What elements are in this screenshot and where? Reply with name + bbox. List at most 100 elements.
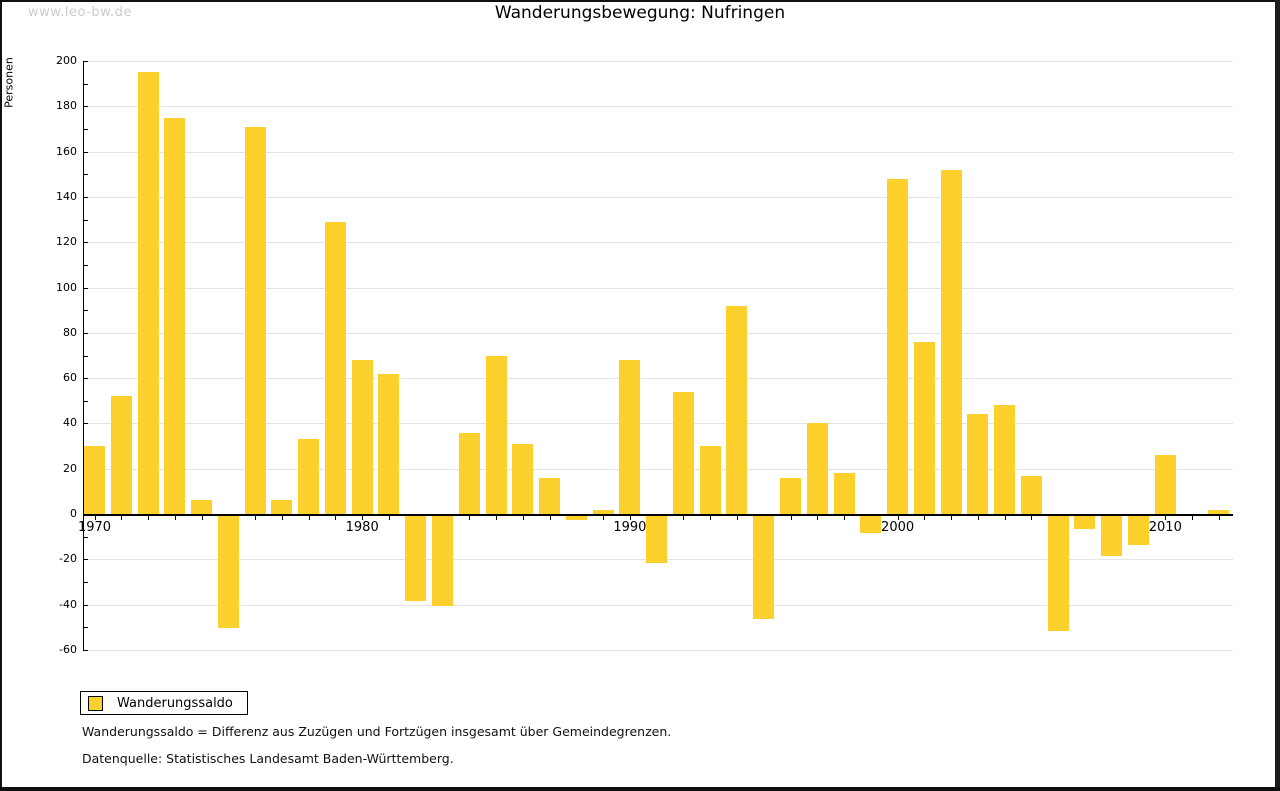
x-axis-zero-line bbox=[83, 513, 1233, 516]
gridline-180 bbox=[83, 106, 1233, 108]
legend-label: Wanderungssaldo bbox=[117, 695, 233, 711]
bar-1989 bbox=[592, 509, 614, 515]
y-tick-label-160: 160 bbox=[56, 144, 77, 158]
bar-1994 bbox=[726, 305, 748, 515]
y-minor-tick-160 bbox=[83, 151, 88, 153]
gridline-140 bbox=[83, 196, 1233, 198]
bar-2006 bbox=[1047, 515, 1069, 631]
x-tick-1977 bbox=[281, 514, 283, 521]
y-minor-tick-140 bbox=[83, 196, 88, 198]
y-minor-tick-130 bbox=[83, 219, 88, 221]
bar-2009 bbox=[1128, 515, 1150, 545]
x-tick-label-2010: 2010 bbox=[1148, 520, 1182, 536]
x-tick-2004 bbox=[1004, 514, 1006, 521]
y-tick-label--60: -60 bbox=[59, 643, 77, 656]
x-tick-2005 bbox=[1031, 514, 1033, 521]
x-tick-1997 bbox=[817, 514, 819, 521]
y-minor-tick-110 bbox=[83, 264, 88, 266]
frame-border-bottom bbox=[0, 787, 1280, 791]
bar-2003 bbox=[967, 414, 989, 515]
y-minor-tick-180 bbox=[83, 106, 88, 108]
y-minor-tick-120 bbox=[83, 242, 88, 244]
bar-2001 bbox=[913, 341, 935, 515]
x-tick-1974 bbox=[201, 514, 203, 521]
bar-2004 bbox=[994, 405, 1016, 515]
y-tick-label-200: 200 bbox=[56, 54, 77, 67]
bar-1993 bbox=[699, 446, 721, 515]
x-tick-1990 bbox=[629, 514, 631, 521]
bar-1988 bbox=[565, 515, 587, 520]
y-tick-label-120: 120 bbox=[56, 235, 77, 249]
x-tick-1994 bbox=[736, 514, 738, 521]
bar-1987 bbox=[539, 477, 561, 515]
y-minor-tick--50 bbox=[83, 627, 88, 629]
x-tick-1987 bbox=[549, 514, 551, 521]
x-tick-1985 bbox=[496, 514, 498, 521]
y-tick-label-20: 20 bbox=[63, 461, 77, 475]
y-minor-tick-100 bbox=[83, 287, 88, 289]
y-minor-tick-200 bbox=[83, 61, 88, 62]
y-tick-label-180: 180 bbox=[56, 99, 77, 113]
bar-1995 bbox=[753, 515, 775, 620]
y-axis-line bbox=[83, 61, 84, 650]
gridline--40 bbox=[83, 604, 1233, 606]
y-minor-tick--60 bbox=[83, 650, 88, 651]
x-tick-1980 bbox=[362, 514, 364, 521]
bar-1996 bbox=[780, 477, 802, 515]
bar-1975 bbox=[217, 515, 239, 629]
gridline-40 bbox=[83, 423, 1233, 425]
bar-1980 bbox=[351, 360, 373, 515]
x-tick-1986 bbox=[522, 514, 524, 521]
bar-1998 bbox=[833, 473, 855, 515]
x-tick-2000 bbox=[897, 514, 899, 521]
y-minor-tick-80 bbox=[83, 332, 88, 334]
x-tick-1998 bbox=[844, 514, 846, 521]
x-tick-1992 bbox=[683, 514, 685, 521]
gridline-120 bbox=[83, 242, 1233, 244]
y-minor-tick--40 bbox=[83, 604, 88, 606]
gridline-200 bbox=[83, 61, 1233, 62]
bar-2008 bbox=[1101, 515, 1123, 556]
y-tick-label-60: 60 bbox=[63, 371, 77, 385]
x-tick-label-1980: 1980 bbox=[345, 520, 379, 536]
bar-1997 bbox=[806, 423, 828, 515]
y-minor-tick-190 bbox=[83, 83, 88, 85]
bar-1990 bbox=[619, 360, 641, 515]
y-tick-label--40: -40 bbox=[59, 597, 77, 611]
y-tick-label-100: 100 bbox=[56, 280, 77, 294]
x-tick-1984 bbox=[469, 514, 471, 521]
x-tick-1981 bbox=[388, 514, 390, 521]
x-tick-2003 bbox=[977, 514, 979, 521]
x-tick-1976 bbox=[255, 514, 257, 521]
bar-1999 bbox=[860, 515, 882, 534]
page-title: Wanderungsbewegung: Nufringen bbox=[494, 3, 786, 23]
bar-2012 bbox=[1208, 509, 1230, 515]
bar-2002 bbox=[940, 169, 962, 515]
bar-1971 bbox=[110, 396, 132, 515]
bar-1992 bbox=[672, 391, 694, 515]
y-tick-label-140: 140 bbox=[56, 189, 77, 203]
y-minor-tick--20 bbox=[83, 559, 88, 561]
y-tick-label--20: -20 bbox=[59, 552, 77, 566]
x-tick-1970 bbox=[94, 514, 96, 521]
bar-1986 bbox=[512, 443, 534, 515]
bar-1973 bbox=[164, 117, 186, 515]
x-tick-1971 bbox=[121, 514, 123, 521]
footnote-definition: Wanderungssaldo = Differenz aus Zuzügen … bbox=[82, 724, 672, 739]
x-tick-label-1970: 1970 bbox=[77, 520, 112, 536]
y-minor-tick--10 bbox=[83, 536, 88, 538]
x-tick-label-1990: 1990 bbox=[613, 520, 647, 536]
x-tick-1978 bbox=[308, 514, 310, 521]
gridline--60 bbox=[83, 650, 1233, 651]
bar-1983 bbox=[432, 515, 453, 606]
bar-2005 bbox=[1020, 475, 1042, 515]
y-minor-tick-150 bbox=[83, 174, 88, 176]
x-tick-1972 bbox=[148, 514, 150, 521]
x-tick-1989 bbox=[603, 514, 605, 521]
gridline-60 bbox=[83, 378, 1233, 380]
x-tick-label-2000: 2000 bbox=[881, 520, 915, 536]
x-tick-2010 bbox=[1165, 514, 1167, 521]
x-tick-2002 bbox=[951, 514, 953, 521]
bar-1979 bbox=[324, 221, 346, 515]
